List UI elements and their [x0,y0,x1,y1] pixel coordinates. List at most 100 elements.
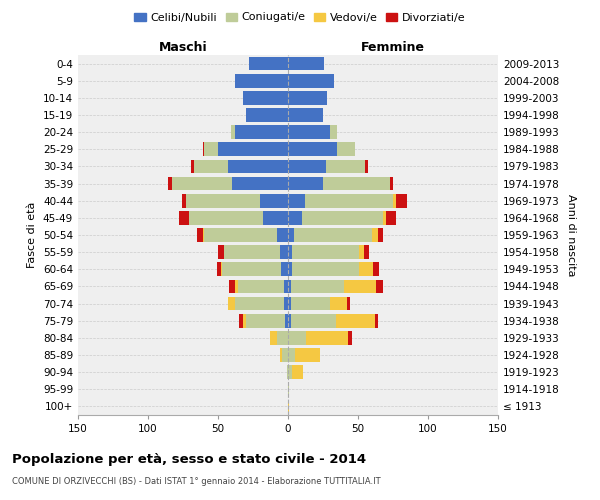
Bar [249,56,288,70]
Bar [288,56,325,70]
Bar [288,246,292,259]
Bar [218,142,288,156]
Text: COMUNE DI ORZIVECCHI (BS) - Dati ISTAT 1° gennaio 2014 - Elaborazione TUTTITALIA: COMUNE DI ORZIVECCHI (BS) - Dati ISTAT 1… [12,478,380,486]
Bar [229,280,235,293]
Bar [243,314,246,328]
Bar [270,331,277,344]
Bar [323,176,390,190]
Bar [365,160,368,173]
Bar [288,262,292,276]
Bar [330,126,337,139]
Bar [230,126,235,139]
Bar [348,331,352,344]
Bar [292,246,359,259]
Bar [246,108,288,122]
Bar [288,331,306,344]
Bar [288,366,292,379]
Text: Femmine: Femmine [361,41,425,54]
Bar [172,176,232,190]
Bar [260,194,288,207]
Bar [359,246,364,259]
Legend: Celibi/Nubili, Coniugati/e, Vedovi/e, Divorziati/e: Celibi/Nubili, Coniugati/e, Vedovi/e, Di… [130,8,470,27]
Bar [288,280,291,293]
Bar [281,262,288,276]
Bar [167,176,172,190]
Bar [288,314,291,328]
Bar [386,211,396,224]
Bar [288,400,289,413]
Bar [280,246,288,259]
Bar [335,314,375,328]
Bar [217,262,221,276]
Bar [182,194,186,207]
Bar [285,314,288,328]
Text: Maschi: Maschi [158,41,208,54]
Bar [383,211,386,224]
Bar [337,142,355,156]
Bar [293,228,372,242]
Bar [292,262,359,276]
Bar [243,91,288,104]
Bar [288,108,323,122]
Bar [396,194,407,207]
Bar [330,296,347,310]
Bar [228,296,235,310]
Bar [291,280,344,293]
Bar [203,142,204,156]
Bar [375,314,377,328]
Bar [222,262,281,276]
Bar [347,296,350,310]
Bar [364,246,369,259]
Bar [288,91,327,104]
Bar [246,314,285,328]
Bar [373,262,379,276]
Bar [203,228,204,242]
Bar [197,228,203,242]
Text: Popolazione per età, sesso e stato civile - 2014: Popolazione per età, sesso e stato civil… [12,452,366,466]
Bar [232,176,288,190]
Bar [376,280,383,293]
Bar [393,194,396,207]
Bar [235,74,288,88]
Bar [302,211,383,224]
Bar [359,262,373,276]
Bar [288,176,323,190]
Bar [344,280,376,293]
Bar [186,194,260,207]
Bar [291,296,330,310]
Bar [239,314,243,328]
Bar [191,160,194,173]
Y-axis label: Fasce di età: Fasce di età [28,202,37,268]
Bar [288,160,326,173]
Bar [204,142,218,156]
Bar [277,331,288,344]
Bar [194,160,228,173]
Bar [305,194,393,207]
Bar [288,382,289,396]
Bar [218,246,224,259]
Bar [235,296,284,310]
Bar [277,228,288,242]
Bar [372,228,377,242]
Bar [284,296,288,310]
Bar [288,194,305,207]
Bar [221,262,222,276]
Bar [224,246,280,259]
Bar [288,74,334,88]
Bar [288,348,295,362]
Bar [235,126,288,139]
Y-axis label: Anni di nascita: Anni di nascita [566,194,576,276]
Bar [228,160,288,173]
Bar [288,142,337,156]
Bar [326,160,365,173]
Bar [188,211,263,224]
Bar [287,366,288,379]
Bar [283,348,288,362]
Bar [288,228,293,242]
Bar [295,348,320,362]
Bar [291,314,335,328]
Bar [390,176,393,190]
Bar [292,366,304,379]
Bar [377,228,383,242]
Bar [280,348,283,362]
